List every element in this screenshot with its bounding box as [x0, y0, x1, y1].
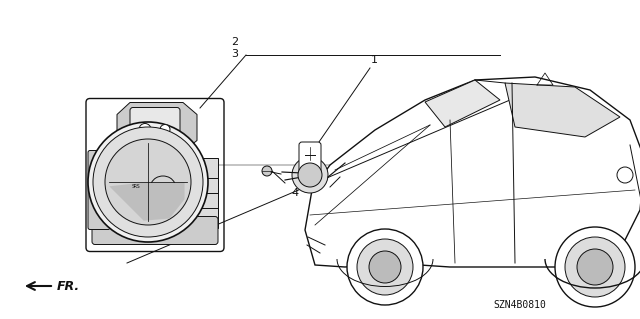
FancyBboxPatch shape [88, 151, 110, 229]
Text: FR.: FR. [57, 279, 80, 293]
Circle shape [135, 226, 145, 235]
FancyBboxPatch shape [86, 99, 224, 251]
Text: 4: 4 [291, 188, 298, 198]
Circle shape [262, 166, 272, 176]
Circle shape [93, 127, 203, 237]
Polygon shape [425, 80, 500, 127]
Circle shape [139, 123, 151, 136]
Text: 2: 2 [231, 37, 238, 47]
FancyBboxPatch shape [299, 142, 321, 180]
Circle shape [357, 239, 413, 295]
FancyBboxPatch shape [92, 217, 218, 244]
Text: SZN4B0810: SZN4B0810 [493, 300, 547, 310]
Polygon shape [305, 77, 640, 267]
Circle shape [347, 229, 423, 305]
Circle shape [160, 124, 170, 135]
Circle shape [555, 227, 635, 307]
Circle shape [88, 122, 208, 242]
Circle shape [131, 221, 149, 240]
Polygon shape [505, 83, 620, 137]
Text: 1: 1 [371, 55, 378, 65]
Circle shape [369, 251, 401, 283]
Polygon shape [109, 182, 184, 221]
Circle shape [565, 237, 625, 297]
Polygon shape [117, 102, 197, 158]
Circle shape [577, 249, 613, 285]
Circle shape [298, 163, 322, 187]
FancyBboxPatch shape [130, 108, 180, 150]
Text: 3: 3 [231, 49, 238, 59]
Circle shape [292, 157, 328, 193]
Text: SRS: SRS [132, 183, 140, 189]
FancyBboxPatch shape [192, 158, 218, 227]
Circle shape [105, 139, 191, 225]
Circle shape [617, 167, 633, 183]
